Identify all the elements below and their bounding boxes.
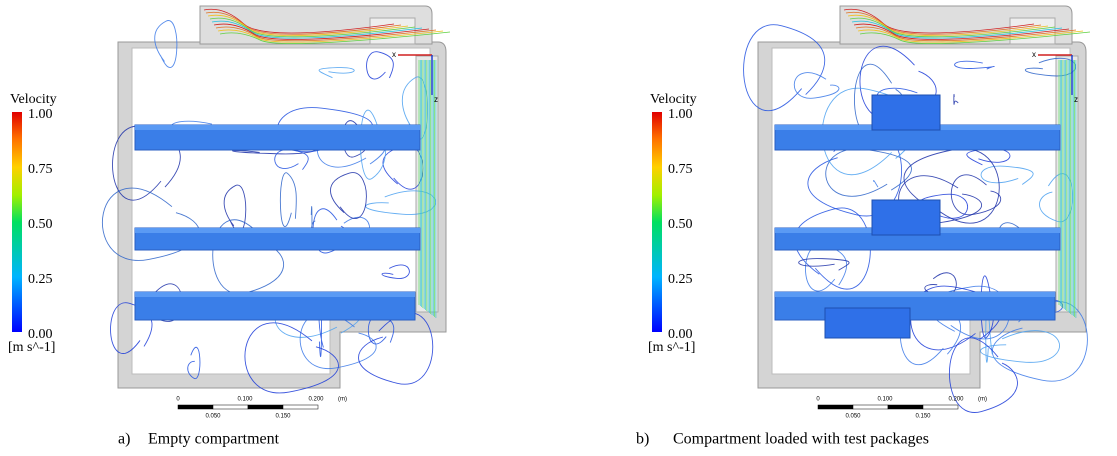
caption-label: a) (118, 431, 130, 448)
scale-segment (283, 405, 318, 409)
shelf-top (135, 292, 415, 297)
scale-segment (853, 405, 888, 409)
legend-tick: 0.25 (668, 272, 693, 287)
scale-segment (923, 405, 958, 409)
shelf-top (135, 228, 420, 233)
streamline (981, 331, 1060, 363)
color-bar (652, 112, 662, 332)
package (825, 308, 910, 338)
legend-tick: 0.75 (668, 162, 693, 177)
scale-segment (818, 405, 853, 409)
legend-tick: 0.50 (668, 217, 693, 232)
scale-label: 0.200 (308, 397, 324, 403)
scale-segment (178, 405, 213, 409)
shelf-top (135, 125, 420, 130)
scale-label: 0.050 (845, 414, 861, 420)
caption: Compartment loaded with test packages (673, 431, 929, 448)
axis-label: z (1074, 95, 1078, 104)
shelf-top (775, 292, 1055, 297)
axis-label: x (1032, 50, 1036, 59)
legend-tick: 1.00 (668, 107, 693, 122)
scale-label: 0.100 (237, 397, 253, 403)
scale-segment (248, 405, 283, 409)
scale-label: 0 (176, 397, 180, 403)
legend-tick: 0.25 (28, 272, 53, 287)
caption: Empty compartment (148, 431, 280, 448)
compartment: xz (744, 6, 1090, 412)
legend-tick: 1.00 (28, 107, 53, 122)
legend-title: Velocity (10, 92, 57, 107)
scale-label: 0.150 (915, 414, 931, 420)
figure: Velocity1.000.750.500.250.00[m s^-1]xz00… (0, 0, 1117, 456)
legend-title: Velocity (650, 92, 697, 107)
legend-tick: 0.50 (28, 217, 53, 232)
legend-unit: [m s^-1] (8, 340, 55, 355)
scale-segment (213, 405, 248, 409)
axis-label: x (392, 50, 396, 59)
package (872, 200, 940, 235)
package (872, 95, 940, 130)
legend-unit: [m s^-1] (648, 340, 695, 355)
scale-label: 0.200 (948, 397, 964, 403)
scale-label: 0.050 (205, 414, 221, 420)
color-bar (12, 112, 22, 332)
scale-label: 0.100 (877, 397, 893, 403)
caption-label: b) (636, 431, 649, 448)
scale-segment (888, 405, 923, 409)
scale-label: 0 (816, 397, 820, 403)
scale-label: (m) (978, 397, 987, 403)
scale-label: 0.150 (275, 414, 291, 420)
compartment: xz (102, 6, 450, 393)
legend-tick: 0.75 (28, 162, 53, 177)
axis-label: z (434, 95, 438, 104)
scale-label: (m) (338, 397, 347, 403)
